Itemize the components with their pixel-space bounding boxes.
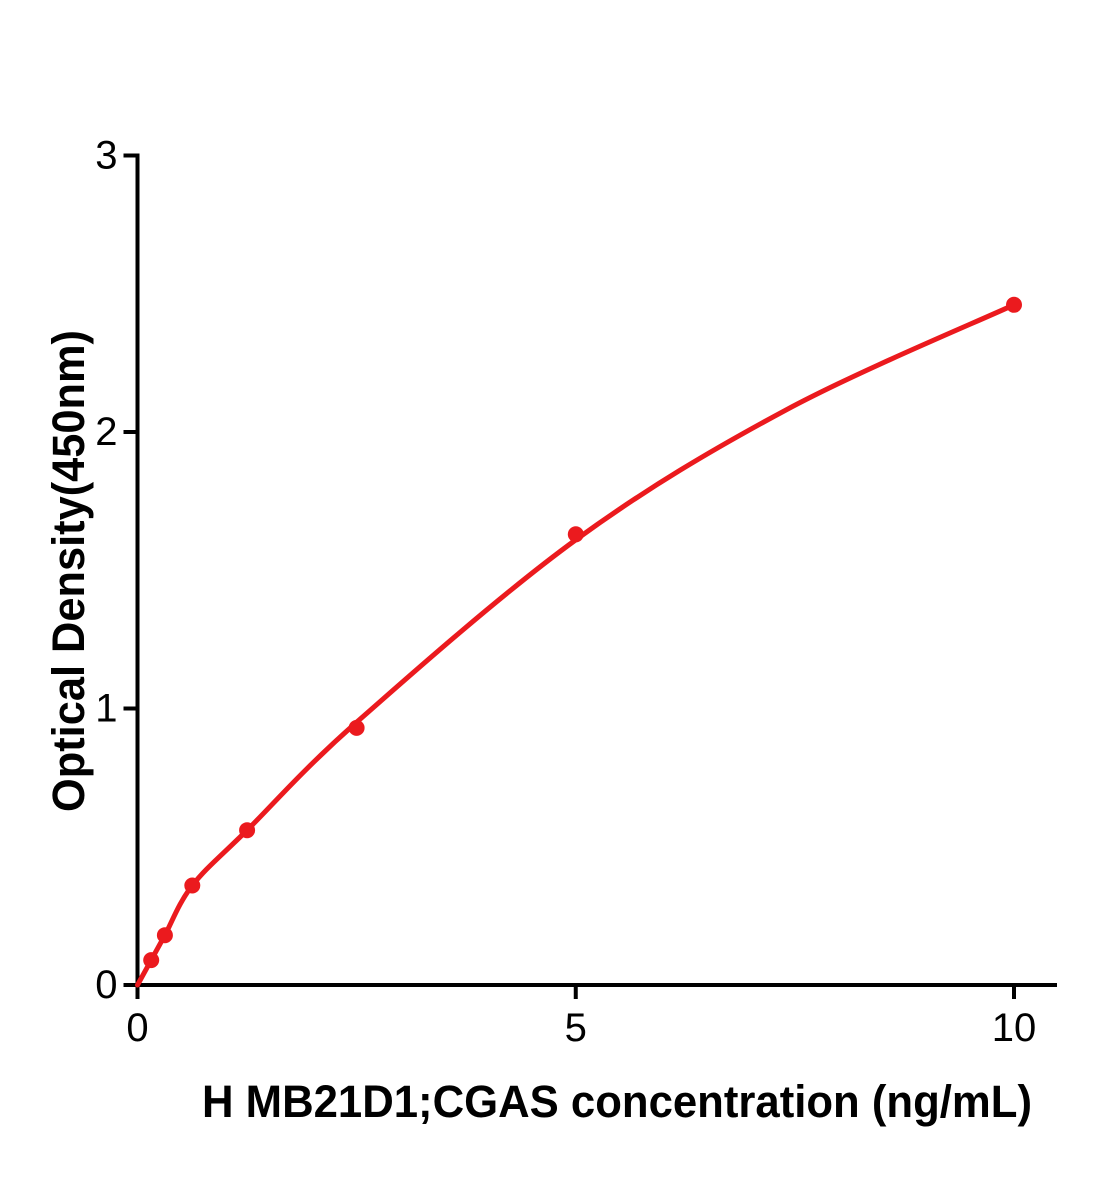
y-tick-label: 1 [95,687,117,731]
data-point-marker [143,952,160,969]
x-axis-ticks: 0 5 10 [126,985,1036,1050]
x-axis-title: H MB21D1;CGAS concentration (ng/mL) [202,1076,1032,1127]
x-tick-label: 5 [565,1006,587,1050]
x-tick-label: 10 [992,1006,1037,1050]
axis-spines [135,153,1057,987]
fitted-curve-path [135,302,1017,988]
y-axis-title: Optical Density(450nm) [43,330,94,812]
x-tick-label: 0 [126,1006,148,1050]
data-point-marker [567,526,584,543]
y-axis-ticks: 0 1 2 3 [95,134,138,1007]
data-points-group [143,296,1022,969]
data-point-marker [348,719,365,736]
data-point-marker [156,927,173,944]
data-point-marker [239,822,256,839]
y-tick-label: 3 [95,134,117,178]
data-point-marker [1006,296,1022,313]
y-tick-label: 2 [95,410,117,454]
data-point-marker [184,877,201,894]
y-tick-label: 0 [95,963,117,1007]
fitted-curve-group [135,302,1017,988]
